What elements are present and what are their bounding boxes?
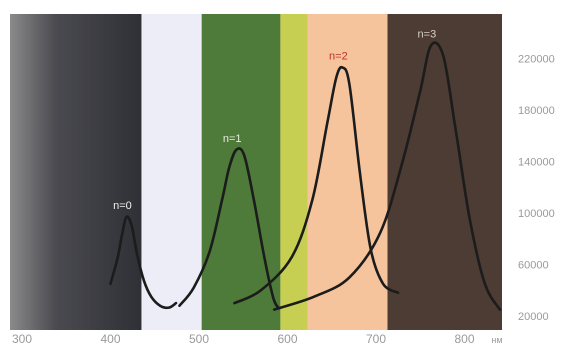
curve-label: n=0 bbox=[113, 200, 132, 212]
color-band bbox=[141, 14, 202, 330]
spectral-color-bands bbox=[10, 14, 502, 330]
y-tick-label: 60000 bbox=[518, 260, 549, 272]
color-band bbox=[10, 14, 142, 330]
color-band bbox=[280, 14, 308, 330]
y-tick-label: 140000 bbox=[518, 157, 555, 169]
y-tick-label: 180000 bbox=[518, 105, 555, 117]
emission-curve-n-0 bbox=[109, 215, 178, 310]
y-axis: 20000 60000 100000 140000 180000 220000 bbox=[518, 54, 555, 324]
x-axis: 300 400 500 600 700 800 нм bbox=[12, 332, 503, 346]
x-tick-label: 400 bbox=[100, 332, 120, 346]
x-tick-label: 600 bbox=[277, 332, 297, 346]
x-tick-label: 800 bbox=[454, 332, 474, 346]
curve-label: n=1 bbox=[223, 133, 242, 145]
x-tick-label: 300 bbox=[12, 332, 32, 346]
curve-label: n=3 bbox=[418, 29, 437, 41]
x-tick-label: 500 bbox=[189, 332, 209, 346]
x-tick-label: 700 bbox=[366, 332, 386, 346]
y-tick-label: 100000 bbox=[518, 208, 555, 220]
y-tick-label: 220000 bbox=[518, 54, 555, 66]
emission-curve-n-1 bbox=[178, 147, 280, 310]
x-unit-label: нм bbox=[491, 335, 502, 345]
emission-curves bbox=[109, 41, 502, 311]
y-tick-label: 20000 bbox=[518, 311, 549, 323]
emission-curve-n-3 bbox=[272, 41, 502, 311]
curve-label: n=2 bbox=[329, 51, 348, 63]
curve-labels: n=0 n=1 n=2 n=3 bbox=[113, 29, 436, 212]
